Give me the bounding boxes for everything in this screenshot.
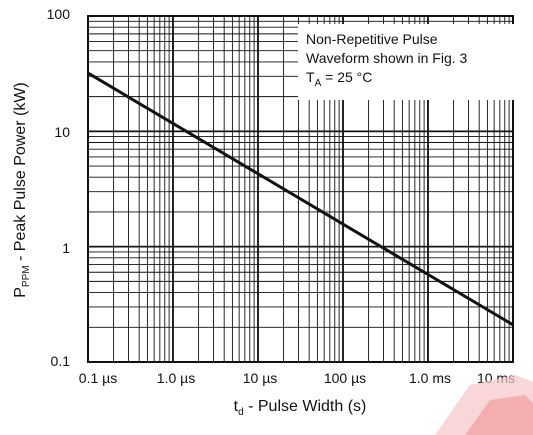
y-axis-label: PPPM - Peak Pulse Power (kW) [11, 82, 33, 298]
y-tick-label: 100 [46, 6, 70, 22]
y-tick-label: 10 [54, 124, 70, 140]
x-tick-label: 100 µs [323, 370, 367, 386]
annotation-line: TA = 25 °C [306, 69, 373, 89]
x-tick-label: 10 µs [242, 370, 278, 386]
x-tick-label: 1.0 µs [156, 370, 196, 386]
y-tick-label: 0.1 [50, 353, 70, 369]
plot-frame [87, 15, 514, 363]
series-line [87, 71, 514, 327]
x-tick-label: 1.0 ms [408, 370, 451, 386]
annotation-line: Non-Repetitive Pulse [306, 31, 438, 47]
y-tick-label: 1 [62, 240, 70, 256]
annotation-box: Non-Repetitive Pulse Waveform shown in F… [298, 24, 518, 100]
watermark-logo [435, 375, 533, 435]
x-axis-label: td - Pulse Width (s) [233, 398, 367, 419]
x-tick-label: 0.1 µs [78, 370, 118, 386]
annotation-line: Waveform shown in Fig. 3 [306, 50, 468, 66]
